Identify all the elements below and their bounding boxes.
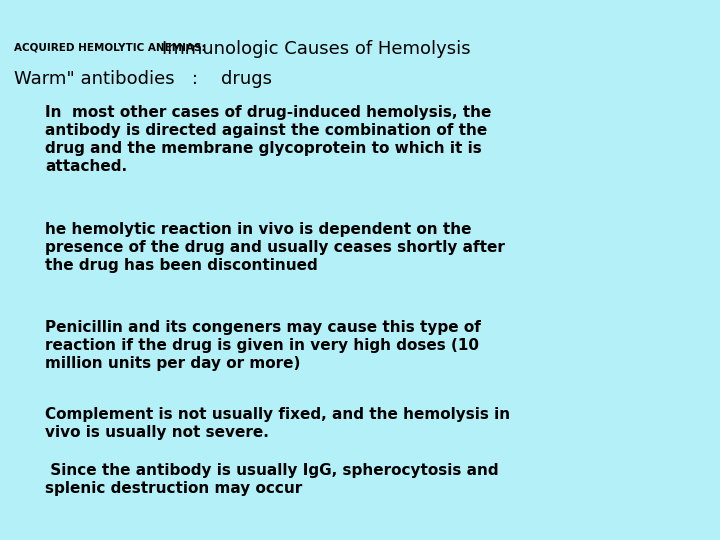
Text: Penicillin and its congeners may cause this type of
reaction if the drug is give: Penicillin and its congeners may cause t… (45, 320, 481, 371)
Text: Complement is not usually fixed, and the hemolysis in
vivo is usually not severe: Complement is not usually fixed, and the… (45, 407, 510, 440)
Text: Immunologic Causes of Hemolysis: Immunologic Causes of Hemolysis (162, 40, 471, 58)
Text: he hemolytic reaction in vivo is dependent on the
presence of the drug and usual: he hemolytic reaction in vivo is depende… (45, 222, 505, 273)
Text: Since the antibody is usually IgG, spherocytosis and
splenic destruction may occ: Since the antibody is usually IgG, spher… (45, 463, 499, 496)
Text: ACQUIRED HEMOLYTIC ANEMIAS:: ACQUIRED HEMOLYTIC ANEMIAS: (14, 42, 206, 52)
Text: In  most other cases of drug-induced hemolysis, the
antibody is directed against: In most other cases of drug-induced hemo… (45, 105, 491, 174)
Text: Warm" antibodies   :    drugs: Warm" antibodies : drugs (14, 70, 272, 88)
